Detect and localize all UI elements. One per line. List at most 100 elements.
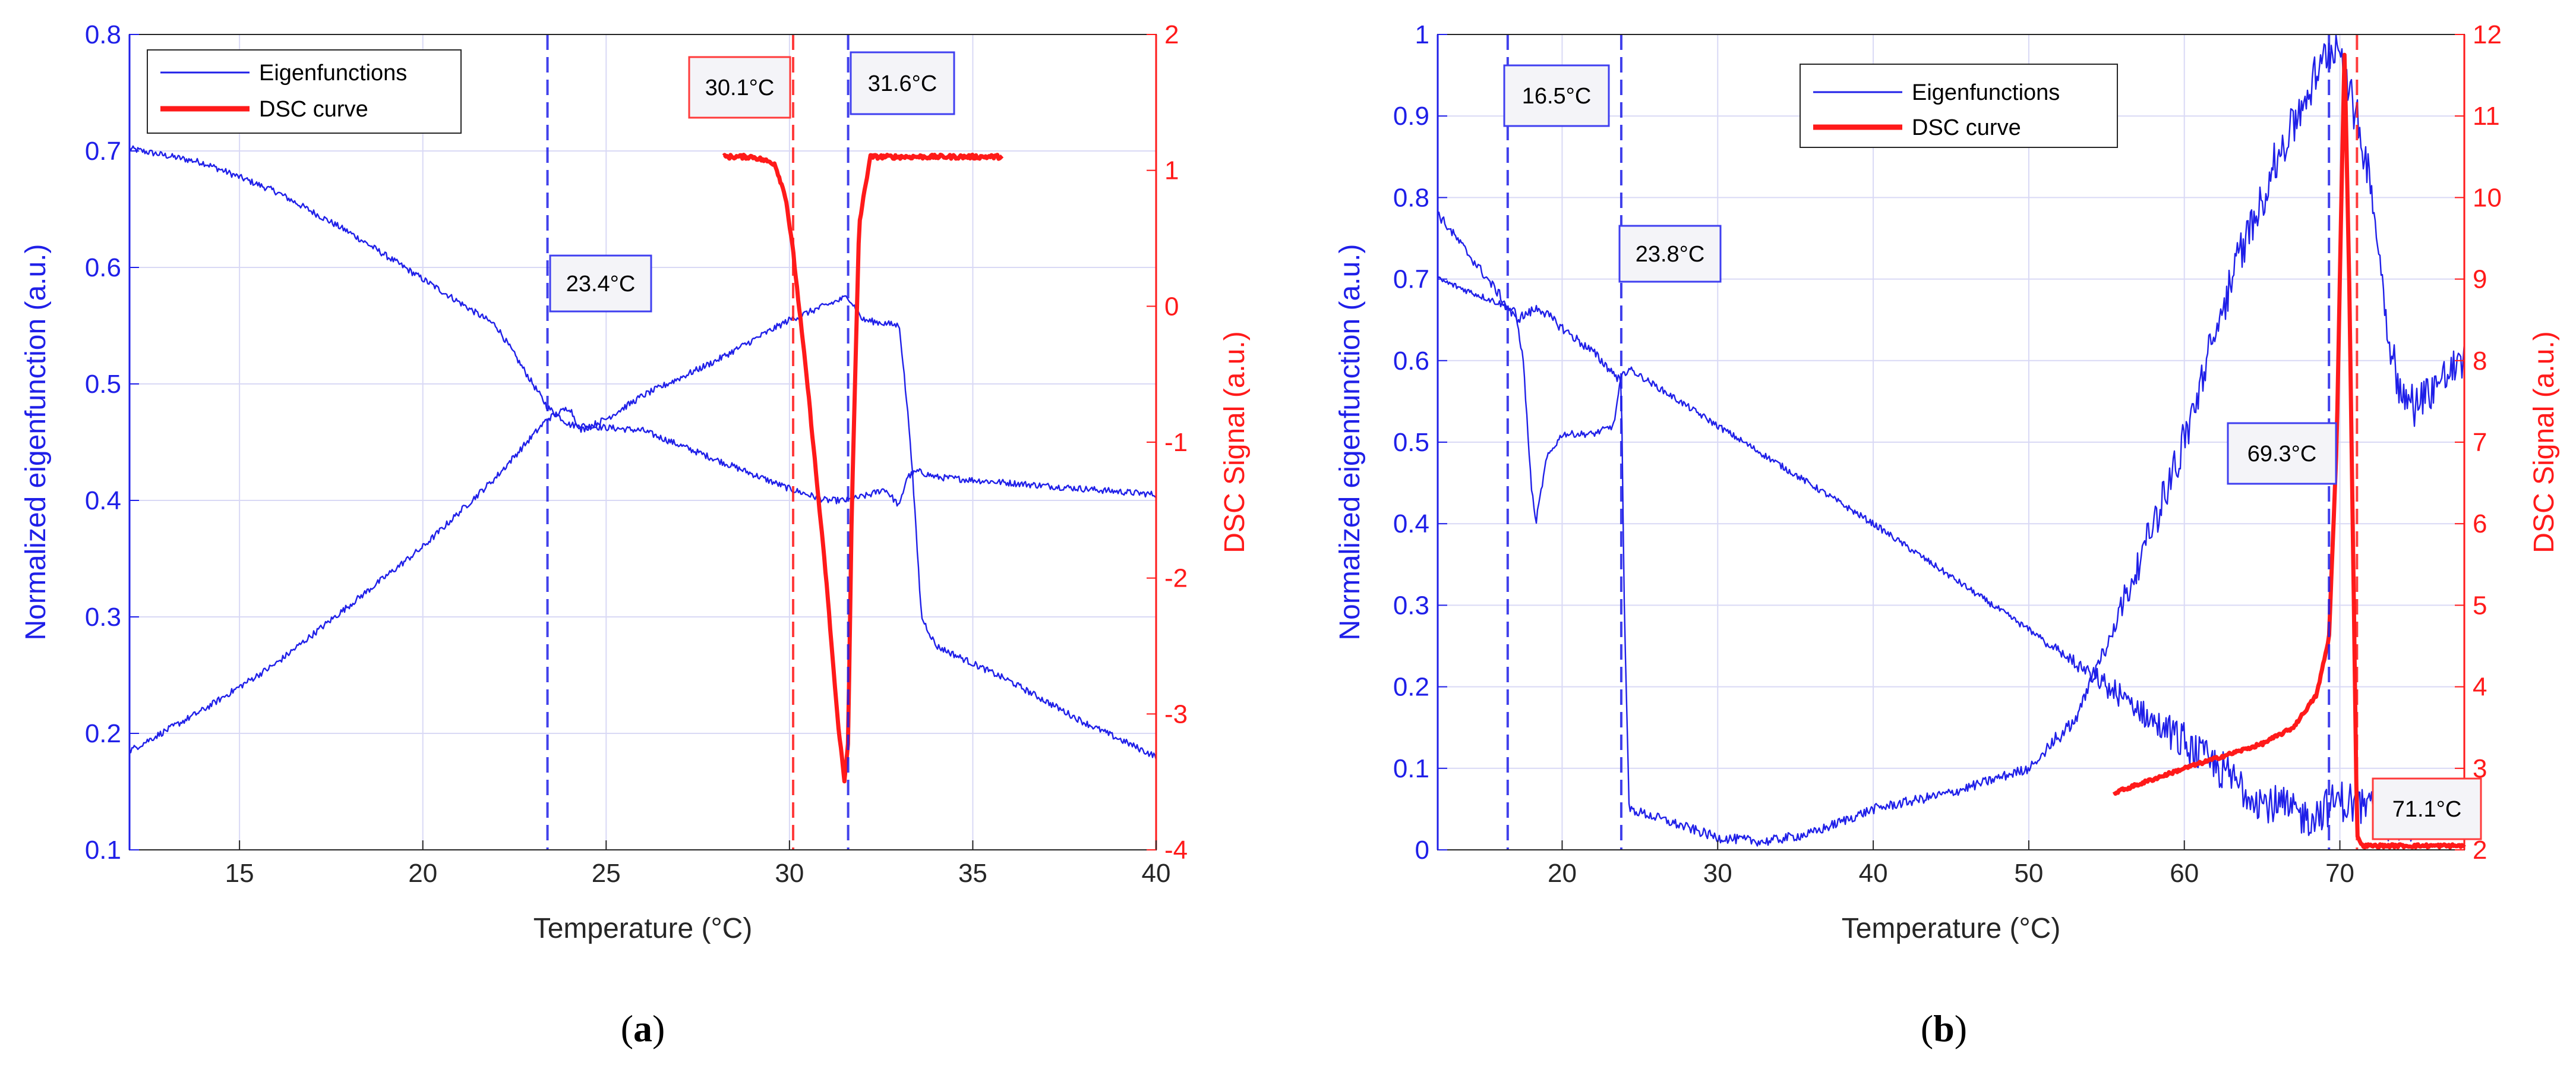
annotation-label: 23.8°C xyxy=(1636,242,1705,267)
x-tick-label: 20 xyxy=(1548,859,1577,888)
right-y-tick-label: 10 xyxy=(2473,183,2502,212)
x-tick-label: 20 xyxy=(408,859,437,888)
panel-a-legend-box xyxy=(147,49,462,134)
panel-b-legend-label-eigen: Eigenfunctions xyxy=(1912,80,2060,105)
panel-a-threshold-lines xyxy=(546,34,850,850)
annotation-label: 16.5°C xyxy=(1522,84,1592,109)
left-y-tick-label: 0.3 xyxy=(85,603,121,632)
x-tick-label: 15 xyxy=(225,859,254,888)
right-y-tick-label: 12 xyxy=(2473,20,2502,49)
annotation-box xyxy=(549,254,652,313)
left-y-tick-label: 0.4 xyxy=(1393,509,1429,538)
x-tick-label: 40 xyxy=(1142,859,1171,888)
right-y-tick-label: 1 xyxy=(1164,156,1179,185)
annotation-label: 23.4°C xyxy=(566,272,636,297)
left-y-tick-label: 0.9 xyxy=(1393,102,1429,131)
panel-b-legend: Eigenfunctions DSC curve xyxy=(1800,64,2118,148)
dsc-curve xyxy=(2112,52,2466,850)
x-tick-label: 60 xyxy=(2170,859,2199,888)
left-y-tick-label: 0.3 xyxy=(1393,591,1429,620)
eigenfunction-curve xyxy=(1437,276,2465,842)
right-y-tick-label: 8 xyxy=(2473,346,2487,376)
panel-b-x-axis-label: Temperature (°C) xyxy=(1842,913,2061,944)
eigenfunction-curve xyxy=(1437,34,2465,847)
left-y-tick-label: 0.2 xyxy=(1393,673,1429,702)
left-y-tick-label: 0.6 xyxy=(1393,346,1429,376)
left-y-tick-label: 0.8 xyxy=(85,20,121,49)
panel-b-legend-box xyxy=(1800,64,2118,148)
x-tick-label: 25 xyxy=(592,859,621,888)
panel-b-left-axis-label: Normalized eigenfunction (a.u.) xyxy=(1334,244,1366,640)
panel-a-legend: Eigenfunctions DSC curve xyxy=(147,49,462,134)
panel-a-left-axis-label: Normalized eigenfunction (a.u.) xyxy=(20,244,52,640)
left-y-tick-label: 0.4 xyxy=(85,486,121,515)
panel-b-series xyxy=(1437,34,2466,850)
left-y-tick-label: 0.7 xyxy=(85,137,121,166)
panel-a-legend-label-dsc: DSC curve xyxy=(259,97,368,122)
panel-a: 15 20 25 30 35 400.10.20.30.40.50.60.70.8-4-3… xyxy=(20,20,1251,1050)
panel-b-caption: (b) xyxy=(1921,1007,1967,1050)
panel-b-annotation-71-1: 71.1°C xyxy=(2372,777,2482,840)
panel-a-series xyxy=(128,145,1157,784)
left-y-tick-label: 0.1 xyxy=(1393,754,1429,783)
right-y-tick-label: 11 xyxy=(2473,102,2500,131)
left-y-tick-label: 0.2 xyxy=(85,719,121,748)
panel-b-annotation-69-3: 69.3°C xyxy=(2227,422,2337,485)
right-y-tick-label: 6 xyxy=(2473,509,2487,538)
panel-b-right-axis-label: DSC Signal (a.u.) xyxy=(2528,331,2560,553)
left-y-tick-label: 0.6 xyxy=(85,253,121,282)
panel-b-ticks: 20 30 40 50 60 70 0 0.1 0.2 0.3 0.4 0.5 0.6 0.7 0.8 0.9… xyxy=(1393,20,2502,888)
right-y-tick-label: 7 xyxy=(2473,428,2487,457)
panel-a-annotation-23-4: 23.4°C xyxy=(549,254,652,313)
x-tick-label: 70 xyxy=(2325,859,2354,888)
panel-b-annotation-16-5: 16.5°C xyxy=(1503,64,1610,127)
left-y-tick-label: 0.8 xyxy=(1393,183,1429,212)
annotation-box xyxy=(688,56,791,119)
x-tick-label: 50 xyxy=(2014,859,2043,888)
right-y-tick-label: -2 xyxy=(1164,564,1188,593)
right-y-tick-label: -4 xyxy=(1164,836,1188,865)
left-y-tick-label: 0.1 xyxy=(85,836,121,865)
x-tick-label: 30 xyxy=(1703,859,1732,888)
annotation-box xyxy=(2227,422,2337,485)
panel-a-ticks: 15 20 25 30 35 400.10.20.30.40.50.60.70.8-4-3… xyxy=(85,20,1188,888)
annotation-box xyxy=(850,51,955,115)
eigenfunction-curve xyxy=(128,145,1157,507)
x-tick-label: 35 xyxy=(958,859,987,888)
annotation-label: 31.6°C xyxy=(868,71,937,96)
left-y-tick-label: 0.5 xyxy=(85,370,121,399)
left-y-tick-label: 0.7 xyxy=(1393,265,1429,294)
right-y-tick-label: 5 xyxy=(2473,591,2487,620)
panel-a-annotation-30-1: 30.1°C xyxy=(688,56,791,119)
right-y-tick-label: -3 xyxy=(1164,700,1188,729)
panel-a-plot-area xyxy=(130,34,1156,850)
x-tick-label: 40 xyxy=(1859,859,1888,888)
x-tick-label: 30 xyxy=(775,859,804,888)
annotation-label: 71.1°C xyxy=(2392,797,2462,822)
annotation-label: 30.1°C xyxy=(705,75,775,100)
right-y-tick-label: 4 xyxy=(2473,673,2487,702)
panel-b-legend-label-dsc: DSC curve xyxy=(1912,115,2021,140)
right-y-tick-label: -1 xyxy=(1164,428,1188,457)
left-y-tick-label: 1 xyxy=(1415,20,1429,49)
right-y-tick-label: 2 xyxy=(1164,20,1179,49)
left-y-tick-label: 0.5 xyxy=(1393,428,1429,457)
dsc-curve xyxy=(722,152,1004,784)
panel-a-caption: (a) xyxy=(621,1007,665,1050)
right-y-tick-label: 0 xyxy=(1164,292,1179,321)
right-y-tick-label: 2 xyxy=(2473,836,2487,865)
annotation-box xyxy=(1503,64,1610,127)
panel-b: 20 30 40 50 60 70 0 0.1 0.2 0.3 0.4 0.5 0.6 0.7 0.8 0.9… xyxy=(1334,20,2560,1050)
annotation-box xyxy=(1618,225,1722,283)
panel-a-right-axis-label: DSC Signal (a.u.) xyxy=(1219,331,1251,553)
panel-b-threshold-lines xyxy=(1506,34,2359,850)
left-y-tick-label: 0 xyxy=(1415,836,1429,865)
panel-a-x-axis-label: Temperature (°C) xyxy=(533,913,753,944)
right-y-tick-label: 9 xyxy=(2473,265,2487,294)
annotation-box xyxy=(2372,777,2482,840)
panel-b-annotation-23-8: 23.8°C xyxy=(1618,225,1722,283)
eigenfunction-curve xyxy=(128,295,1157,760)
panel-a-annotation-31-6: 31.6°C xyxy=(850,51,955,115)
panel-a-legend-label-eigen: Eigenfunctions xyxy=(259,61,407,86)
